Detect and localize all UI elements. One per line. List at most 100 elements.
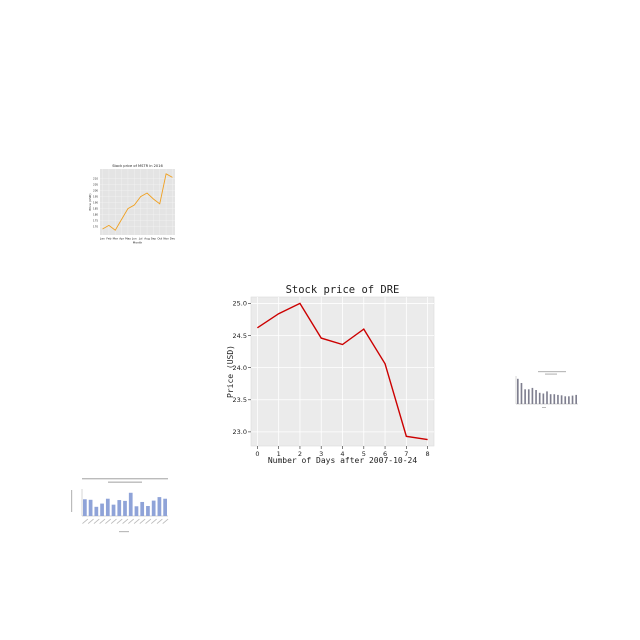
x-tick-label: Feb [106,237,111,241]
bar [542,393,545,404]
bar [549,394,552,404]
bar [146,506,150,516]
x-tick-label-text [122,518,129,524]
bar [88,499,93,516]
bar [560,395,563,404]
y-tick-label: 24.0 [233,364,247,372]
y-tick-label: 23.5 [233,396,247,404]
chart-title-text-line-2 [108,481,142,483]
bar [564,396,567,404]
y-tick-label: 180 [93,213,98,217]
y-tick-label: 205 [93,183,98,187]
x-tick-label-text [99,518,106,524]
x-tick-label: 3 [319,450,323,458]
y-tick-label: 25.0 [233,300,247,308]
y-tick-label: 175 [93,219,98,223]
x-tick-label: 0 [255,450,259,458]
bar [105,498,110,516]
x-tick-label-text [133,518,140,524]
chart-title-text [82,478,168,480]
x-tick-label: Oct [157,237,163,241]
y-tick-label: 190 [93,201,98,205]
bar [531,387,534,404]
x-tick-label-text [110,518,117,524]
bar [575,394,577,404]
bar [520,383,523,404]
bar [157,497,162,516]
x-tick-label: 6 [383,450,387,458]
x-tick-label: Jan [99,237,105,241]
x-tick-label-text [87,518,94,524]
bar [94,506,99,516]
bar [100,503,104,516]
bar [151,500,156,516]
y-tick-label: 170 [93,225,98,229]
x-axis-label-text [119,531,129,533]
bar [163,498,167,516]
x-axis-label: Number of Days after 2007-10-24 [268,456,417,465]
x-tick-label: Sep [151,237,156,241]
x-axis-label-text [542,407,546,408]
y-axis-label-text [71,490,73,512]
x-tick-label: 2 [298,450,302,458]
chart-title: Stock price of DRE [286,284,400,296]
x-tick-label: Dec [170,237,176,241]
x-axis-label: Month [133,241,143,245]
bar [568,396,570,404]
bar [128,492,133,516]
y-tick-label: 195 [93,195,98,199]
bar [117,500,122,516]
x-tick-label-text [93,518,100,524]
bar [83,499,87,516]
x-tick-label-text [128,518,134,524]
bar [535,390,537,404]
x-tick-label-text [116,518,123,524]
bar [538,392,541,404]
x-tick-label: 8 [426,450,430,458]
x-tick-label-text [156,518,163,524]
plot-area [100,169,175,235]
y-tick-label: 23.0 [233,428,247,436]
chart-title-text [538,371,566,373]
x-tick-label-text [139,518,146,524]
bar [140,501,145,516]
bar [517,378,519,404]
x-tick-label: 1 [277,450,281,458]
y-tick-label: 24.5 [233,332,247,340]
bar [571,395,574,404]
y-tick-label: 185 [93,207,98,211]
x-tick-label-text [150,518,157,524]
x-tick-label: Aug [144,237,150,241]
bar [527,389,530,404]
bar [111,504,116,516]
chart-title: Stock price of MSTR in 2016 [112,164,163,168]
x-tick-label: Apr [119,237,125,241]
x-tick-label: Mar [113,237,119,241]
y-axis-label: Price (USD) [226,345,235,398]
y-axis-label: Price (USD) [88,193,92,210]
bar [553,394,556,404]
series-line [102,173,173,231]
x-tick-label-text [162,518,169,524]
x-tick-label-text [105,518,112,524]
x-tick-label: Jun [131,237,137,241]
chart-title-text-line-2 [545,373,557,375]
x-tick-label: Jul [138,237,143,241]
x-tick-label: 7 [404,450,408,458]
y-tick-label: 200 [93,189,98,193]
bar [134,506,139,516]
x-tick-label: 5 [362,450,366,458]
bar [557,394,559,404]
x-tick-label: Nov [163,237,169,241]
y-tick-label: 210 [93,177,98,181]
bar [524,389,526,404]
x-tick-label: May [125,237,131,241]
bar [123,500,127,516]
x-tick-label-text [82,518,89,524]
x-tick-label-text [145,518,152,524]
bar [546,391,548,404]
